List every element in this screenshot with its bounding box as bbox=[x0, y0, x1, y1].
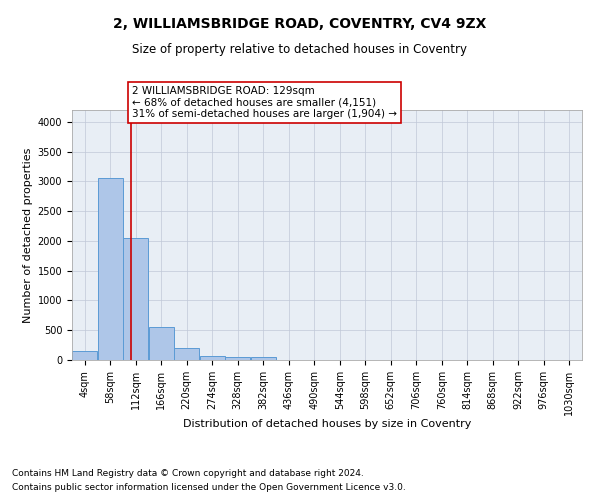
Bar bbox=[174, 348, 199, 360]
Bar bbox=[72, 351, 97, 360]
Text: 2, WILLIAMSBRIDGE ROAD, COVENTRY, CV4 9ZX: 2, WILLIAMSBRIDGE ROAD, COVENTRY, CV4 9Z… bbox=[113, 18, 487, 32]
Bar bbox=[149, 328, 174, 360]
Bar bbox=[251, 357, 276, 360]
Text: 2 WILLIAMSBRIDGE ROAD: 129sqm
← 68% of detached houses are smaller (4,151)
31% o: 2 WILLIAMSBRIDGE ROAD: 129sqm ← 68% of d… bbox=[132, 86, 397, 119]
X-axis label: Distribution of detached houses by size in Coventry: Distribution of detached houses by size … bbox=[183, 419, 471, 429]
Text: Contains HM Land Registry data © Crown copyright and database right 2024.: Contains HM Land Registry data © Crown c… bbox=[12, 468, 364, 477]
Text: Contains public sector information licensed under the Open Government Licence v3: Contains public sector information licen… bbox=[12, 484, 406, 492]
Text: Size of property relative to detached houses in Coventry: Size of property relative to detached ho… bbox=[133, 42, 467, 56]
Y-axis label: Number of detached properties: Number of detached properties bbox=[23, 148, 34, 322]
Bar bbox=[98, 178, 123, 360]
Bar bbox=[225, 357, 250, 360]
Bar bbox=[200, 356, 225, 360]
Bar bbox=[123, 238, 148, 360]
